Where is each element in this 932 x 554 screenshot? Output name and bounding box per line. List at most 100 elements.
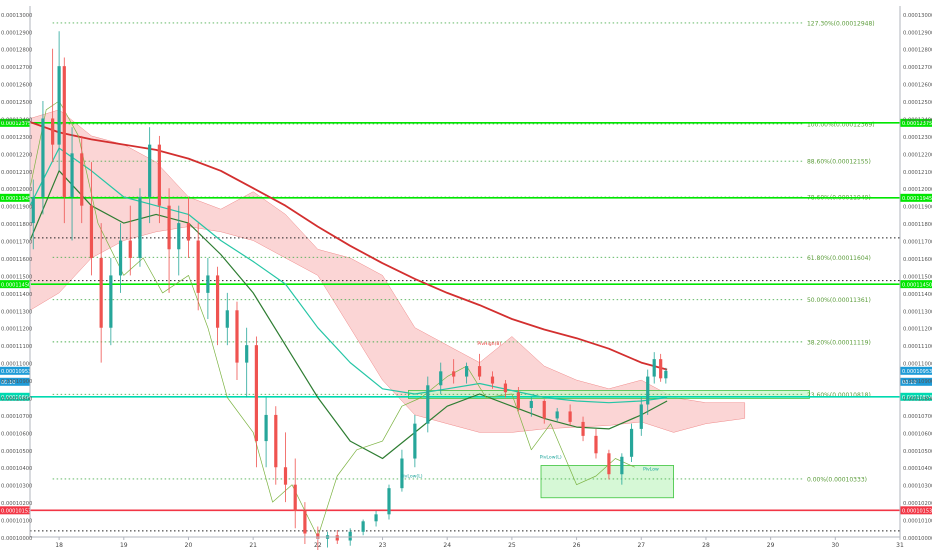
y-tick-label-right: 0.00011600: [903, 257, 932, 263]
y-tick-label-right: 0.00010700: [903, 414, 932, 420]
level-tag-left-text: 0.00010153: [1, 509, 31, 515]
candle-body: [274, 414, 278, 468]
series-line-ma_mid: [29, 170, 668, 460]
candle-body: [128, 240, 132, 258]
y-tick-label-left: 0.00012400: [1, 117, 32, 123]
level-tag-right-text: 0.00010804: [902, 395, 932, 401]
y-tick-label-right: 0.00010600: [903, 431, 932, 437]
y-tick-label-right: 0.00012400: [903, 117, 932, 123]
y-tick-label-left: 0.00012600: [1, 83, 32, 89]
y-tick-label-left: 0.00011900: [1, 205, 32, 211]
x-tick-label: 26: [573, 542, 581, 549]
candle-body: [629, 428, 634, 457]
level-tag-right-text: 0.00010153: [902, 509, 932, 515]
y-tick-label-left: 0.00010800: [1, 396, 32, 402]
candle-body: [374, 514, 378, 522]
candle-body: [62, 66, 66, 197]
y-tick-label-left: 0.00010300: [1, 484, 32, 490]
candle-body: [264, 414, 268, 442]
candle-body: [109, 275, 113, 328]
price-tag-right-text: 0.00010953: [902, 369, 932, 375]
y-tick-label-left: 0.00010000: [1, 536, 32, 542]
candle-body: [361, 521, 365, 532]
candle-body: [348, 531, 352, 541]
candle-body: [80, 153, 84, 206]
y-tick-label-right: 0.00012500: [903, 100, 932, 106]
price-tag-left-text: 0.00010953: [1, 369, 31, 375]
price-tag-right: [900, 377, 932, 386]
y-tick-label-left: 0.00012700: [1, 65, 32, 71]
y-tick-label-left: 0.00012000: [1, 187, 32, 193]
level-tag-left: [0, 280, 30, 289]
y-tick-label-left: 0.00010100: [1, 519, 32, 525]
series-line-ma_fast: [29, 147, 668, 404]
candle-body: [99, 257, 103, 328]
fib-level-label: 23.60%(0.00010818): [807, 392, 871, 399]
level-tag-left: [0, 118, 30, 127]
y-tick-label-left: 0.00010700: [1, 414, 32, 420]
candle-body: [177, 223, 181, 250]
level-tag-left-text: 0.00010804: [1, 395, 31, 401]
series-line-ma_slow: [29, 121, 668, 371]
candle-body: [664, 370, 668, 379]
y-tick-label-right: 0.00012600: [903, 83, 932, 89]
candle-body: [639, 404, 643, 429]
candle-body: [452, 371, 456, 377]
candle-body: [555, 411, 559, 419]
pivot-annotation: PivLow(L): [401, 474, 423, 480]
candle-body: [465, 366, 469, 377]
candle-body: [503, 383, 508, 393]
candle-body: [303, 510, 307, 534]
y-tick-label-left: 0.00011800: [1, 222, 32, 228]
pivot-annotation: PivLow(L): [540, 455, 562, 461]
y-tick-label-right: 0.00010200: [903, 501, 932, 507]
y-tick-label-left: 0.00012900: [1, 30, 32, 36]
candle-body: [254, 345, 258, 442]
y-tick-label-left: 0.00012300: [1, 135, 32, 141]
y-tick-label-right: 0.00010300: [903, 484, 932, 490]
price-tag-left-text: 00:10: [1, 380, 15, 386]
y-tick-label-right: 0.00012300: [903, 135, 932, 141]
y-tick-label-left: 0.00012500: [1, 100, 32, 106]
lines-layer: 127.30%(0.00012948) 100.00%(0.00012369) 88…: [0, 20, 932, 532]
y-tick-label-right: 0.00012900: [903, 30, 932, 36]
y-tick-label-right: 0.00010800: [903, 396, 932, 402]
y-tick-label-left: 0.00011100: [1, 344, 32, 350]
y-tick-label-right: 0.00011400: [903, 292, 932, 298]
candle-body: [439, 371, 443, 386]
y-tick-label-right: 0.00012200: [903, 152, 932, 158]
candle-body: [138, 196, 142, 258]
candle-body: [316, 533, 320, 539]
level-tag-right: [900, 118, 932, 127]
y-tick-label-left: 0.00011400: [1, 292, 32, 298]
level-tag-right-text: 0.00011945: [902, 196, 932, 202]
annotations-layer: PivHigh(8) PivLow(L) PivLow(L) PivLow: [401, 341, 659, 480]
x-tick-label: 28: [702, 542, 710, 549]
y-tick-label-right: 0.00011200: [903, 327, 932, 333]
candle-body: [594, 435, 598, 454]
candle-body: [477, 366, 482, 377]
y-tick-label-left: 0.00011700: [1, 240, 32, 246]
zone-box: [540, 465, 675, 499]
level-tag-left: [0, 193, 30, 202]
pivot-annotation: PivHigh(8): [477, 341, 501, 347]
level-tag-left: [0, 392, 30, 401]
y-tick-label-left: 0.00012800: [1, 48, 32, 54]
y-tick-label-left: 0.00011500: [1, 274, 32, 280]
candle-body: [387, 488, 391, 515]
candle-body: [620, 456, 624, 475]
x-tick-label: 21: [249, 542, 257, 549]
candle-body: [607, 453, 611, 475]
y-tick-label-left: 0.00010900: [1, 379, 32, 385]
x-tick-label: 22: [314, 542, 322, 549]
level-tag-left-text: 0.00011450: [1, 282, 31, 288]
candle-body: [245, 345, 249, 363]
x-tick-label: 27: [637, 542, 645, 549]
candle-body: [70, 153, 74, 197]
price-tag-right-text: 00:10: [902, 380, 916, 386]
level-tag-right: [900, 506, 932, 515]
fib-level-label: 0.00%(0.00010333): [807, 476, 867, 483]
candle-body: [118, 240, 123, 276]
